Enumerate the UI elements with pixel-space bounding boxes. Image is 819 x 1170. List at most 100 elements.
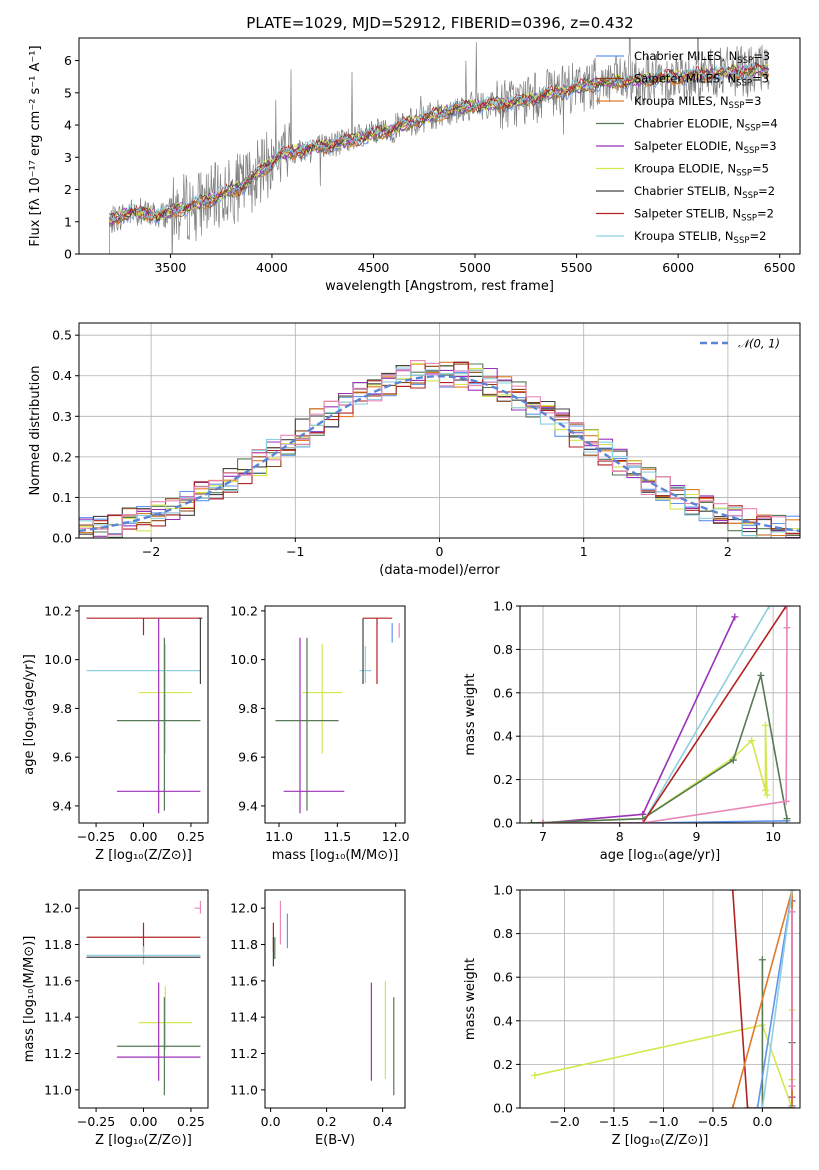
panel-residual-histogram: −2 −1 0 1 2 0.0 0.1 0.2 0.3 0.4 0.5 (data-model)/er…: [28, 322, 801, 578]
legend-entry: Kroupa ELODIE, NSSP=5: [634, 162, 769, 179]
axes-frame: [78, 322, 801, 539]
y-tick-label: 2: [64, 182, 72, 197]
x-tick-label: −2: [142, 544, 160, 559]
y-tick-label: 0.0: [493, 1101, 513, 1116]
weight-line: [543, 606, 787, 823]
x-tick-label: 3500: [154, 260, 186, 275]
model-spectrum-line: [109, 65, 770, 228]
y-tick-label: 12.0: [230, 901, 258, 916]
legend: 𝒩(0, 1): [700, 337, 780, 351]
x-tick-label: 0.00: [130, 829, 158, 844]
plot-area: [275, 617, 400, 814]
y-tick-label: 0.2: [493, 1057, 513, 1072]
panel-age-vs-metallicity: −0.25 0.00 0.25 9.4 9.6 9.8 10.0 10.2 Z [log₁₀(Z…: [22, 603, 209, 863]
y-tick-label: 0.8: [493, 642, 513, 657]
y-tick-label: 1: [64, 214, 72, 229]
y-tick-label: 1.0: [493, 599, 513, 614]
weight-marker: [763, 791, 771, 799]
weight-line: [531, 820, 787, 823]
y-tick-label: 10.2: [230, 603, 258, 618]
y-axis-label: mass [log₁₀(M/M⊙)]: [22, 936, 37, 1063]
y-tick-label: 11.0: [230, 1082, 258, 1097]
x-tick-label: −1.5: [599, 1114, 629, 1129]
panel-mass-weight-vs-age: 7 8 9 10 0.0 0.2 0.4 0.6 0.8 1.0 age [log₁₀(age/yr…: [463, 599, 801, 863]
plot-area: [531, 890, 796, 1108]
weight-marker: [788, 908, 796, 916]
weight-line: [542, 616, 736, 823]
x-tick-label: 12.0: [382, 829, 410, 844]
x-tick-label: 11.0: [265, 829, 293, 844]
x-tick-label: 0.25: [177, 1114, 205, 1129]
x-tick-label: 6500: [764, 260, 796, 275]
x-tick-label: −1.0: [648, 1114, 678, 1129]
x-tick-label: 10: [765, 829, 781, 844]
y-tick-label: 0.2: [493, 772, 513, 787]
weight-marker: [539, 819, 547, 823]
y-tick-label: 11.4: [230, 1010, 258, 1025]
weight-marker: [783, 606, 791, 610]
model-spectrum-line: [109, 60, 769, 222]
plot-area: [86, 900, 202, 1096]
x-tick-label: 9: [692, 829, 700, 844]
weight-marker: [744, 1104, 752, 1108]
x-tick-label: −0.5: [698, 1114, 728, 1129]
axes-frame: [78, 37, 801, 255]
residual-histogram-step: [79, 360, 800, 538]
y-tick-label: 0.3: [52, 409, 72, 424]
plot-area: [79, 360, 800, 538]
y-tick-label: 0: [64, 247, 72, 262]
y-axis-label: mass weight: [463, 673, 478, 755]
x-tick-label: 4500: [358, 260, 390, 275]
legend-entry: Salpeter MILES, NSSP=3: [634, 72, 769, 89]
y-tick-label: 9.8: [52, 701, 72, 716]
plot-area: [86, 617, 203, 814]
x-tick-label: 0: [436, 544, 444, 559]
y-tick-label: 11.0: [44, 1082, 72, 1097]
weight-marker: [761, 786, 769, 794]
y-tick-label: 9.6: [238, 750, 258, 765]
x-axis-label: mass [log₁₀(M/M⊙)]: [272, 848, 399, 863]
x-tick-label: 2: [724, 544, 732, 559]
grid-lines: [520, 889, 800, 1109]
axes-frame: [264, 605, 406, 824]
plot-area: [272, 900, 395, 1096]
y-tick-label: 0.1: [52, 490, 72, 505]
weight-marker: [731, 613, 739, 621]
legend-entry: Chabrier ELODIE, NSSP=4: [634, 117, 778, 134]
y-tick-label: 11.4: [44, 1010, 72, 1025]
weight-marker: [788, 1082, 796, 1090]
y-tick-label: 11.8: [230, 937, 258, 952]
y-tick-label: 10.2: [44, 603, 72, 618]
y-tick-label: 9.8: [238, 701, 258, 716]
weight-marker: [783, 624, 791, 632]
y-tick-label: 11.6: [44, 973, 72, 988]
x-tick-label: −1: [286, 544, 304, 559]
x-tick-label: −0.25: [77, 1114, 115, 1129]
x-tick-label: 11.5: [323, 829, 351, 844]
weight-marker: [753, 1104, 761, 1108]
panel-spectrum: 3500 4000 4500 5000 5500 6000 6500 0 1 2 3 4 5 6 wavel…: [28, 37, 801, 294]
x-tick-label: 6000: [662, 260, 694, 275]
y-axis-label: mass weight: [463, 958, 478, 1040]
legend: Chabrier MILES, NSSP=3 Salpeter MILES, NS…: [596, 49, 778, 246]
y-tick-label: 9.4: [238, 798, 258, 813]
x-axis-label: (data-model)/error: [379, 563, 500, 578]
legend-entry: 𝒩(0, 1): [738, 337, 780, 351]
axes-frame: [519, 605, 801, 824]
panel-mass-weight-vs-metallicity: −2.0 −1.5 −1.0 −0.5 0.0 0.0 0.2 0.4 0.6 0.8 1.0 Z […: [463, 883, 801, 1148]
x-tick-label: 0.0: [752, 1114, 772, 1129]
weight-marker: [758, 1104, 766, 1108]
grid-lines: [79, 323, 800, 539]
y-tick-label: 10.0: [44, 652, 72, 667]
y-tick-label: 0.0: [493, 816, 513, 831]
y-tick-label: 6: [64, 53, 72, 68]
y-tick-label: 4: [64, 118, 72, 133]
legend-entry: Chabrier MILES, NSSP=3: [634, 49, 770, 66]
normal-curve: [79, 374, 800, 533]
legend-entry: Kroupa MILES, NSSP=3: [634, 94, 761, 111]
x-tick-label: −2.0: [549, 1114, 579, 1129]
weight-marker: [729, 1104, 737, 1108]
y-tick-label: 10.0: [230, 652, 258, 667]
weight-marker: [528, 819, 536, 823]
axes-frame: [519, 889, 801, 1109]
